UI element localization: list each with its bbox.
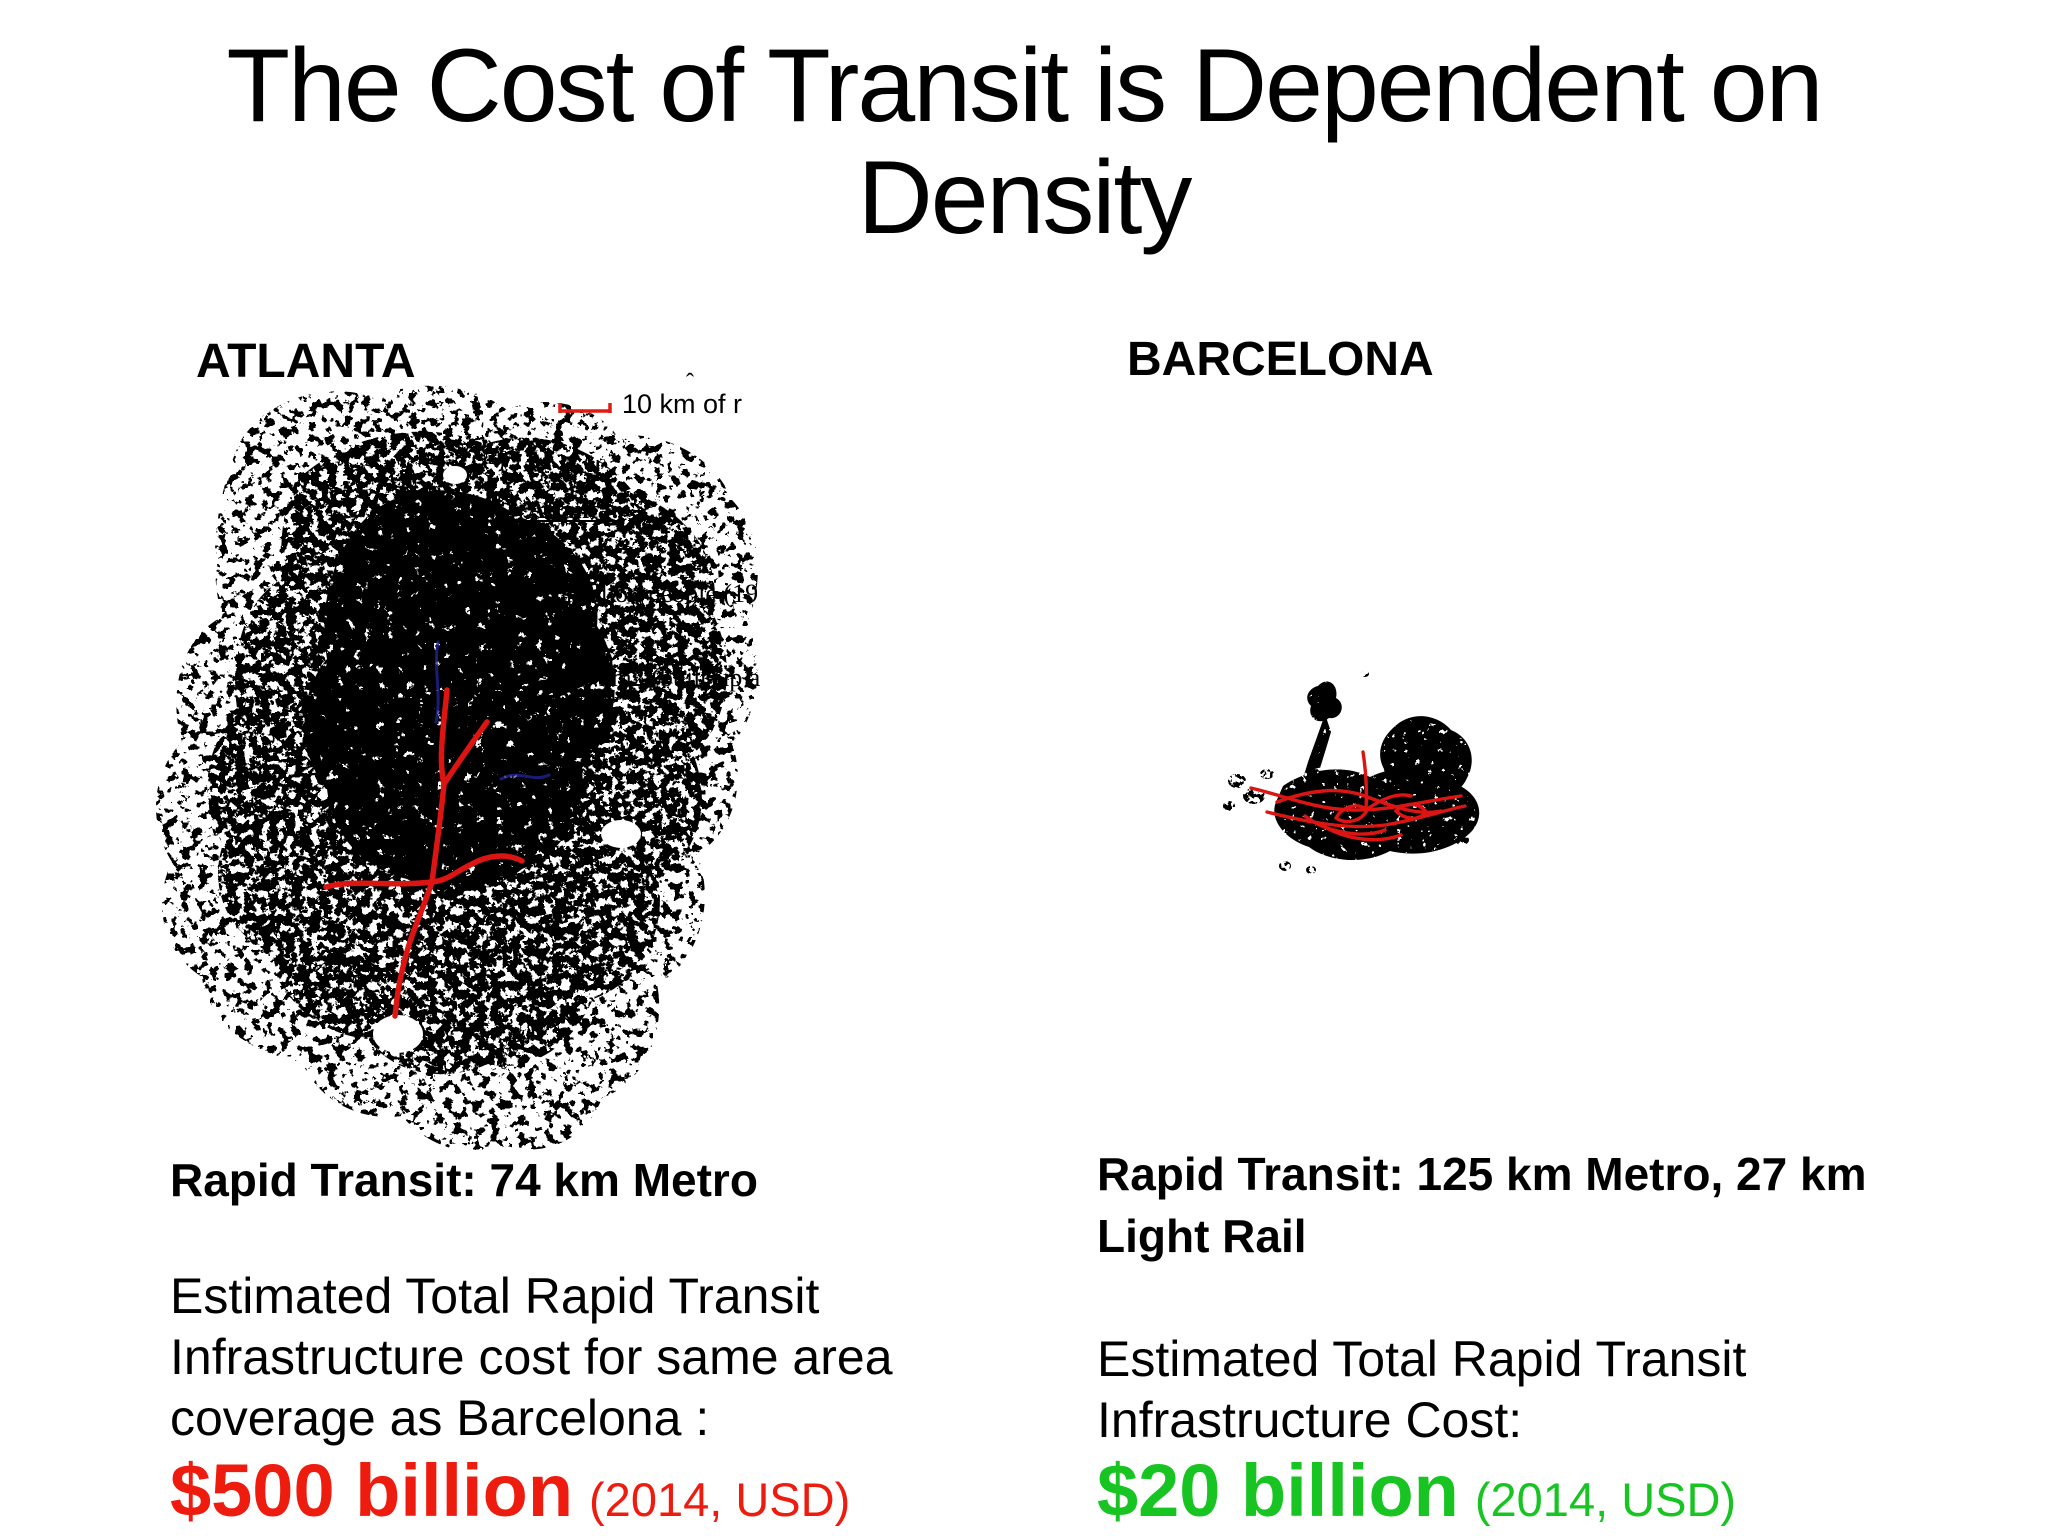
title-line-1: The Cost of Transit is Dependent on [226,28,1824,144]
map-caption-line: 2.5 million people (19 [527,579,759,608]
atlanta-map-caption: Atlanta: 2.5 million people (19 4,280 km… [527,440,760,748]
barcelona-cost-note: (2014, USD) [1474,1473,1737,1526]
scale-bar-label: 10 km of r [622,389,743,419]
barcelona-speckle-satellites [1223,671,1469,874]
atlanta-density-map [155,385,758,1152]
map-caption-line: 4,280 km2 (built-up a [527,663,761,692]
cost-description-line: coverage as Barcelona : [170,1390,710,1446]
cost-description-line: Infrastructure Cost: [1097,1392,1523,1448]
barcelona-cost-value: $20 billion [1097,1449,1459,1532]
atlanta-speckle-core [304,490,615,892]
legend-artifact-caret: ˆ [686,370,694,396]
barcelona-transit-lines [1249,750,1467,842]
atlanta-cost-description: Estimated Total Rapid Transit Infrastruc… [170,1266,893,1449]
map-white-holes [373,466,641,1053]
barcelona-transit-heading: Rapid Transit: 125 km Metro, 27 km Light… [1097,1143,1867,1267]
atlanta-cost-row: $500 billion (2014, USD) [170,1448,850,1533]
heading-line: Rapid Transit: 74 km Metro [170,1154,758,1206]
heading-line: Light Rail [1097,1210,1307,1262]
cost-description-line: Infrastructure cost for same area [170,1329,893,1385]
atlanta-label: ATLANTA [196,335,416,388]
cost-description-line: Estimated Total Rapid Transit [1097,1331,1747,1387]
title-line-2: Density [857,140,1193,257]
river-line-blue [434,640,551,781]
barcelona-label: BARCELONA [1127,333,1434,386]
atlanta-transit-heading: Rapid Transit: 74 km Metro [170,1149,758,1211]
cost-description-line: Estimated Total Rapid Transit [170,1268,820,1324]
map-caption-heading: Atlanta: [527,495,620,524]
page-title: The Cost of Transit is Dependent on Dens… [0,30,2048,255]
heading-line: Rapid Transit: 125 km Metro, 27 km [1097,1148,1867,1200]
scale-bar-icon [558,403,612,413]
atlanta-cost-note: (2014, USD) [589,1473,851,1526]
barcelona-cost-description: Estimated Total Rapid Transit Infrastruc… [1097,1329,1746,1451]
barcelona-density-map [1223,671,1480,874]
barcelona-cost-row: $20 billion (2014, USD) [1097,1448,1736,1533]
atlanta-cost-value: $500 billion [170,1449,574,1532]
atlanta-transit-lines [323,687,525,1019]
